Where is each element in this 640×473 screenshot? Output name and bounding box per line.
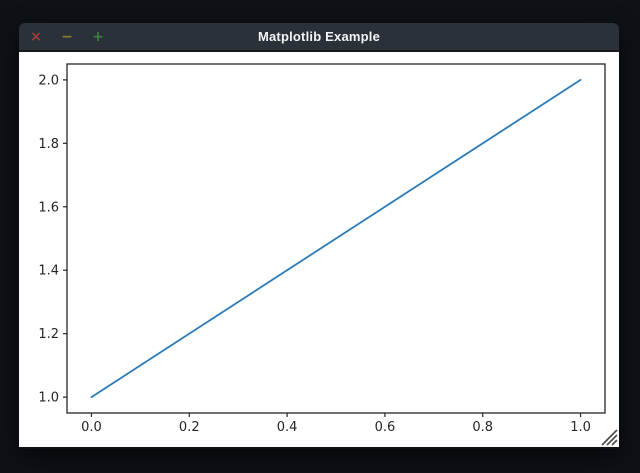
minimize-icon[interactable]: − (61, 28, 73, 45)
x-axis-tick-label: 0.6 (375, 420, 396, 435)
x-axis-tick-label: 0.0 (81, 420, 102, 435)
x-axis-tick-label: 1.0 (570, 420, 591, 435)
y-axis-tick-label: 1.2 (38, 327, 59, 342)
resize-grip-icon[interactable] (598, 426, 618, 446)
window-controls: × − + (29, 23, 105, 50)
y-axis-tick-label: 1.6 (38, 200, 59, 215)
line-chart: 0.0 0.2 0.4 0.6 0.8 1.0 1.0 1.2 1.4 1.6 1.8 2.0 (38, 63, 606, 435)
x-axis-tick-label: 0.2 (179, 420, 200, 435)
window-title: Matplotlib Example (257, 29, 381, 44)
y-axis-tick-label: 1.4 (38, 264, 59, 279)
maximize-icon[interactable]: + (92, 28, 104, 45)
y-axis-tick-label: 2.0 (38, 73, 59, 88)
matplotlib-window: × − + Matplotlib Example 0.0 0.2 0.4 0.6 0.8… (19, 23, 619, 449)
x-axis-tick-label: 0.4 (277, 420, 298, 435)
axes-frame (66, 63, 606, 414)
y-axis-tick-label: 1.8 (38, 137, 59, 152)
y-axis-tick-label: 1.0 (38, 391, 59, 406)
window-titlebar[interactable]: × − + Matplotlib Example (19, 23, 619, 52)
figure-canvas: 0.0 0.2 0.4 0.6 0.8 1.0 1.0 1.2 1.4 1.6 1.8 2.0 (19, 52, 619, 447)
close-icon[interactable]: × (30, 28, 42, 45)
plot-line (90, 78, 582, 399)
x-axis-tick-label: 0.8 (472, 420, 493, 435)
